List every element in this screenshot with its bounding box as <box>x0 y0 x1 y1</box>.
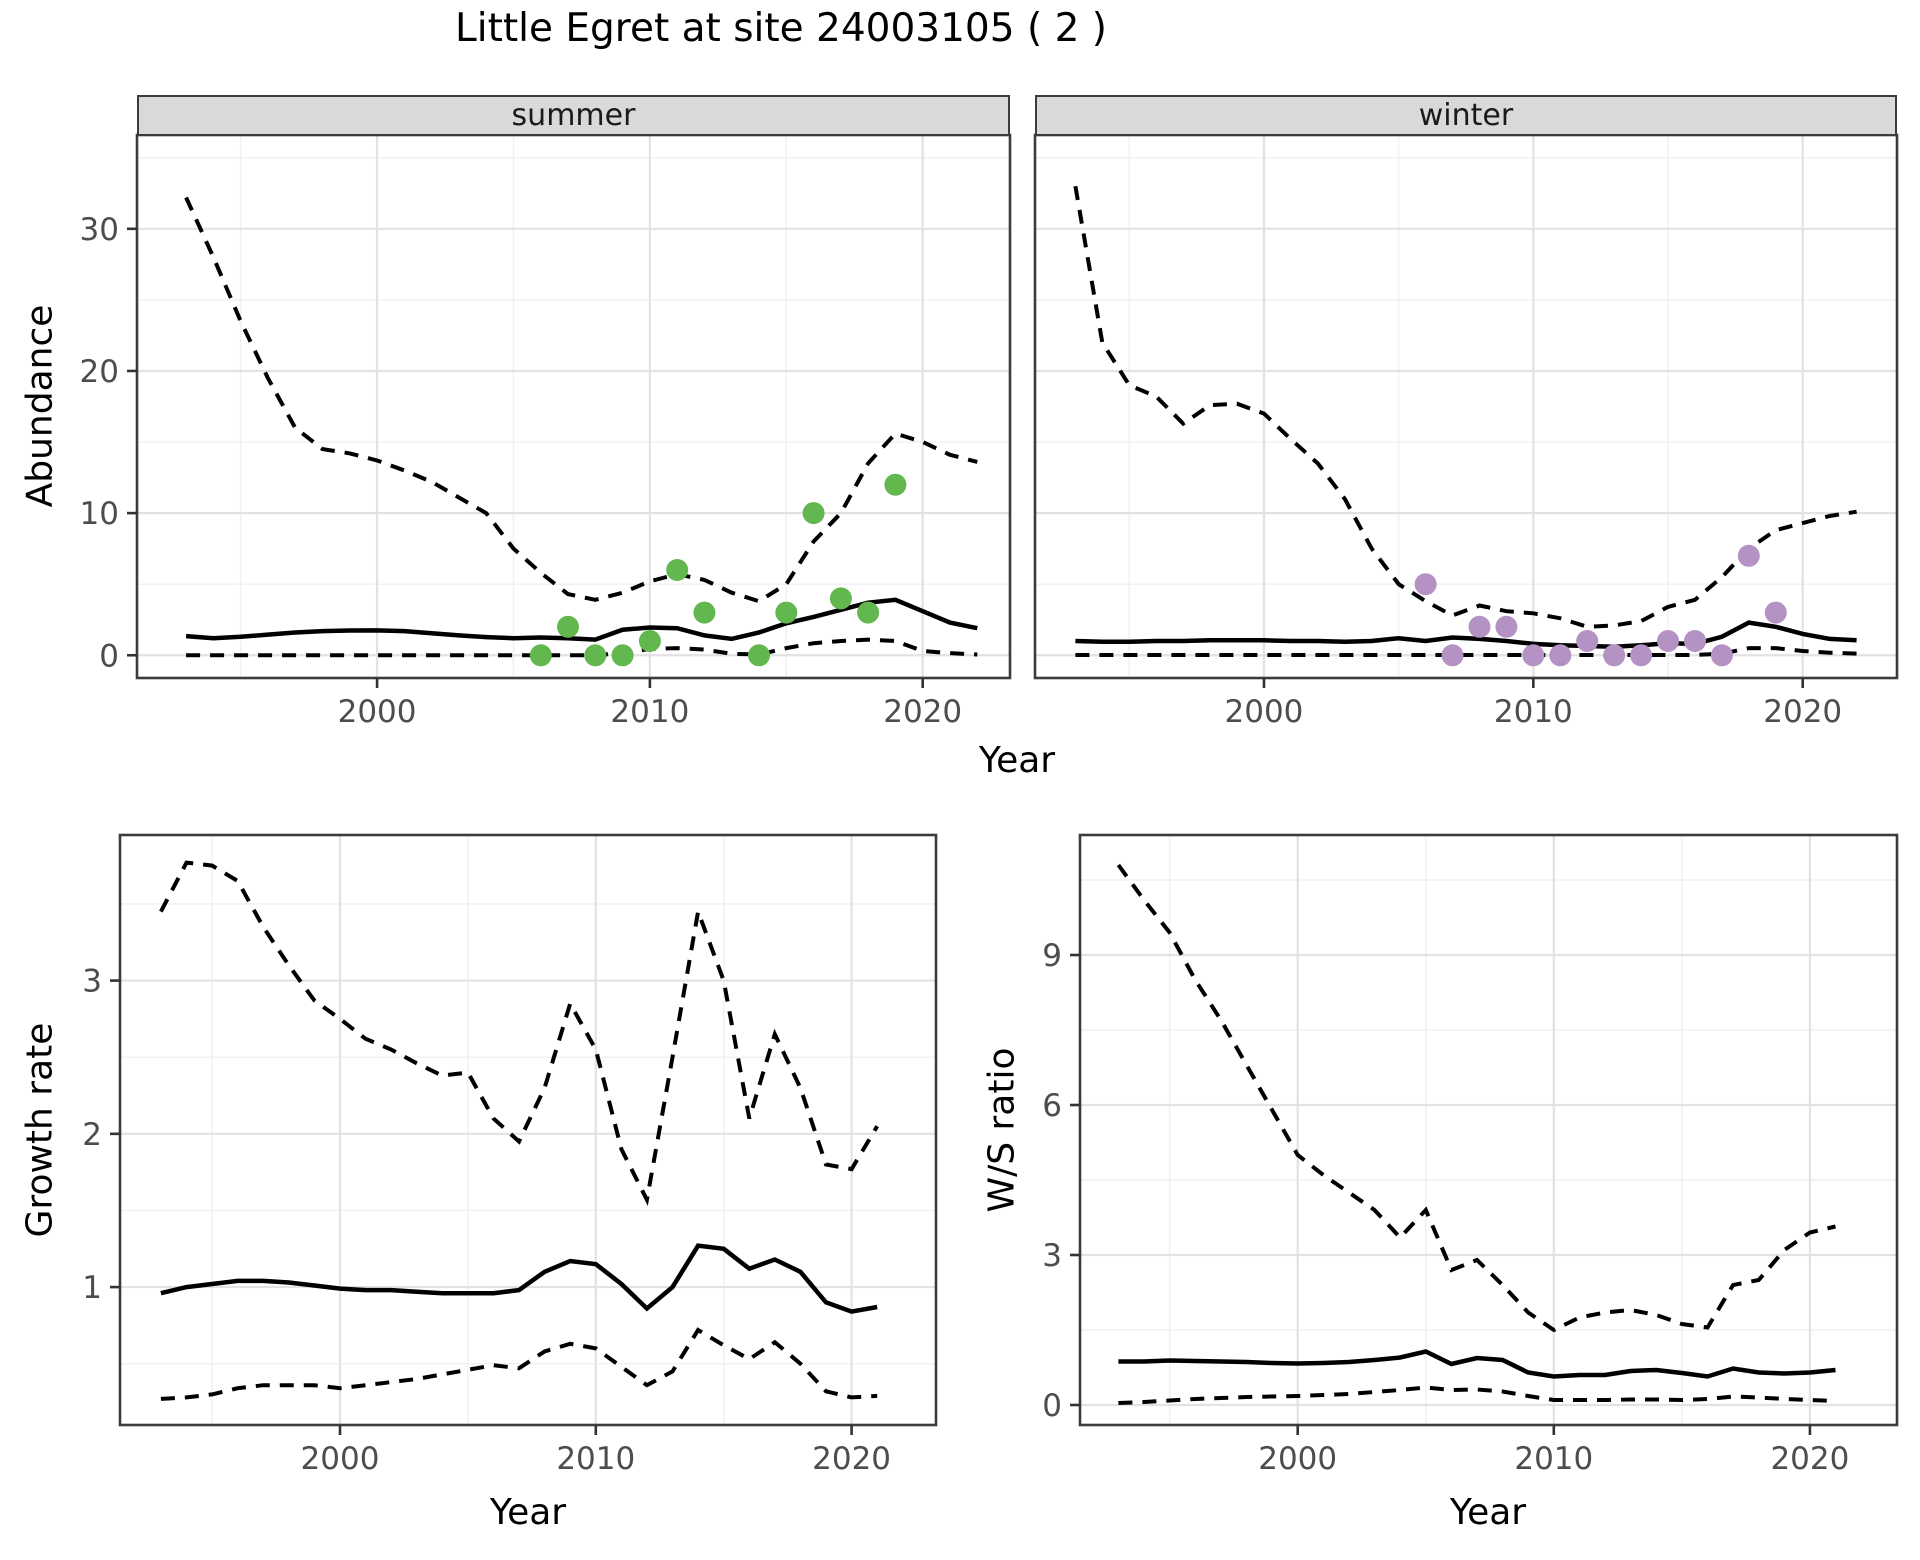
data-point <box>1603 644 1626 667</box>
data-point <box>1737 544 1760 567</box>
year-axis-title-ws: Year <box>1449 1492 1527 1533</box>
gridlines-ws <box>1080 835 1897 1425</box>
series-mean-ws <box>1118 1349 1836 1379</box>
data-point <box>1549 644 1572 667</box>
series-upper_ci-growth <box>159 860 879 1206</box>
y-tick-label: 20 <box>80 354 119 390</box>
y-tick-label: 10 <box>80 496 119 532</box>
data-point <box>638 630 661 652</box>
page-title: Little Egret at site 24003105 ( 2 ) <box>455 6 1107 51</box>
facet-strip-winter: winter <box>1035 95 1897 136</box>
data-point <box>1657 630 1679 652</box>
data-point <box>611 644 634 667</box>
facet-strip-summer: summer <box>137 95 1010 136</box>
growth-rate-axis-title: Growth rate <box>19 1022 61 1238</box>
data-point <box>666 559 689 581</box>
data-point <box>1495 615 1518 638</box>
series-upper_ci-ws <box>1116 863 1836 1333</box>
data-point <box>1710 644 1733 667</box>
data-point <box>584 644 607 667</box>
data-point <box>1441 644 1464 667</box>
observed-points-abundance-summer <box>529 473 907 667</box>
facet-strip-summer-label: summer <box>511 98 636 133</box>
y-tick-label: 2 <box>82 1117 102 1153</box>
x-tick-label: 2010 <box>556 1441 635 1477</box>
x-tick-label: 2020 <box>883 694 962 730</box>
panel-growth: 2000 2010 2020 1 2 3 <box>82 833 938 1477</box>
panel-ws: 2000 2010 2020 0 3 6 9 <box>1042 833 1899 1477</box>
abundance-axis-title: Abundance <box>19 304 61 508</box>
data-point <box>775 601 798 624</box>
data-point <box>529 644 552 667</box>
series-lower_ci-abundance-summer <box>186 637 978 658</box>
y-tick-label: 6 <box>1042 1088 1062 1124</box>
x-tick-label: 2020 <box>1770 1441 1849 1477</box>
y-tick-label: 3 <box>82 964 102 1000</box>
year-axis-title-top: Year <box>978 740 1056 781</box>
series-mean-growth <box>160 1243 878 1314</box>
panel-abundance-winter: 2000 2010 2020 <box>1033 133 1899 730</box>
data-point <box>1630 644 1653 667</box>
x-tick-label: 2010 <box>1494 694 1573 730</box>
x-tick-label: 2000 <box>301 1441 380 1477</box>
data-point <box>884 473 907 496</box>
x-tick-label: 2000 <box>338 694 417 730</box>
facet-strip-winter-label: winter <box>1418 98 1514 133</box>
x-tick-label: 2010 <box>610 694 689 730</box>
y-tick-label: 3 <box>1042 1238 1062 1274</box>
data-point <box>857 601 880 624</box>
series-upper_ci-abundance-winter <box>1073 185 1857 629</box>
data-point <box>1522 644 1545 667</box>
y-tick-label: 30 <box>80 212 119 248</box>
data-point <box>1684 630 1706 652</box>
axes-abundance-summer: 2000 2010 2020 0 10 20 30 <box>80 212 963 730</box>
axes-abundance-winter: 2000 2010 2020 <box>1225 678 1842 730</box>
axes-growth: 2000 2010 2020 1 2 3 <box>82 964 891 1477</box>
data-point <box>1764 601 1787 624</box>
y-tick-label: 9 <box>1042 938 1062 974</box>
series-mean-abundance-winter <box>1075 620 1857 649</box>
y-tick-label: 0 <box>1042 1388 1062 1424</box>
series-mean-abundance-summer <box>185 597 978 642</box>
observed-points-abundance-winter <box>1414 544 1787 667</box>
x-tick-label: 2020 <box>812 1441 891 1477</box>
axes-ws: 2000 2010 2020 0 3 6 9 <box>1042 938 1849 1477</box>
x-tick-label: 2020 <box>1763 694 1842 730</box>
year-axis-title-growth: Year <box>489 1492 567 1533</box>
data-point <box>557 615 579 638</box>
series-upper_ci-abundance-summer <box>184 196 978 604</box>
series-lower_ci-growth <box>160 1327 878 1401</box>
panel-abundance-summer: 2000 2010 2020 0 10 20 30 <box>80 133 1012 730</box>
gridlines-abundance-winter <box>1035 135 1897 678</box>
data-point <box>829 587 852 610</box>
x-tick-label: 2000 <box>1258 1441 1337 1477</box>
ws-ratio-axis-title: W/S ratio <box>981 1047 1023 1213</box>
y-tick-label: 0 <box>99 638 119 674</box>
data-point <box>1576 630 1599 652</box>
x-tick-label: 2010 <box>1514 1441 1593 1477</box>
x-tick-label: 2000 <box>1225 694 1304 730</box>
data-point <box>802 502 825 525</box>
data-point <box>1468 615 1491 638</box>
data-point <box>693 601 716 624</box>
y-tick-label: 1 <box>82 1270 102 1306</box>
data-point <box>1414 573 1437 596</box>
data-point <box>748 644 770 667</box>
